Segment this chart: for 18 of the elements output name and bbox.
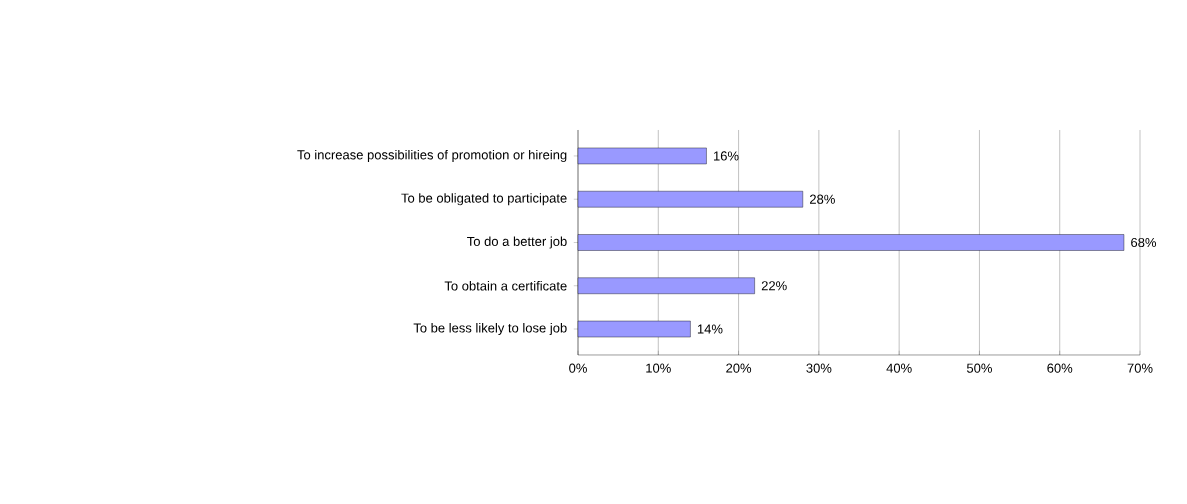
data-label: 14% <box>697 324 723 334</box>
data-label: 28% <box>810 194 835 204</box>
data-label: 68% <box>1131 237 1157 248</box>
y-tick-label: To increase possibilities of promotion or hireing <box>297 149 567 163</box>
x-tick-label: 10% <box>646 363 671 373</box>
x-tick-label: 50% <box>966 363 992 373</box>
y-tick-label: To be obligated to participate <box>401 193 567 206</box>
x-tick-label: 20% <box>726 363 752 373</box>
y-tick-label: To do a better job <box>467 236 567 249</box>
x-tick-label: 70% <box>1127 363 1153 373</box>
y-tick-label: To be less likely to lose job <box>413 322 567 336</box>
data-label: 22% <box>761 281 787 291</box>
x-tick-label: 60% <box>1047 363 1073 373</box>
x-tick-label: 40% <box>886 363 912 373</box>
x-tick-label: 0% <box>569 363 587 373</box>
x-tick-label: 30% <box>806 363 832 373</box>
y-tick-label: To obtain a certificate <box>444 280 567 291</box>
data-label: 16% <box>713 151 739 161</box>
